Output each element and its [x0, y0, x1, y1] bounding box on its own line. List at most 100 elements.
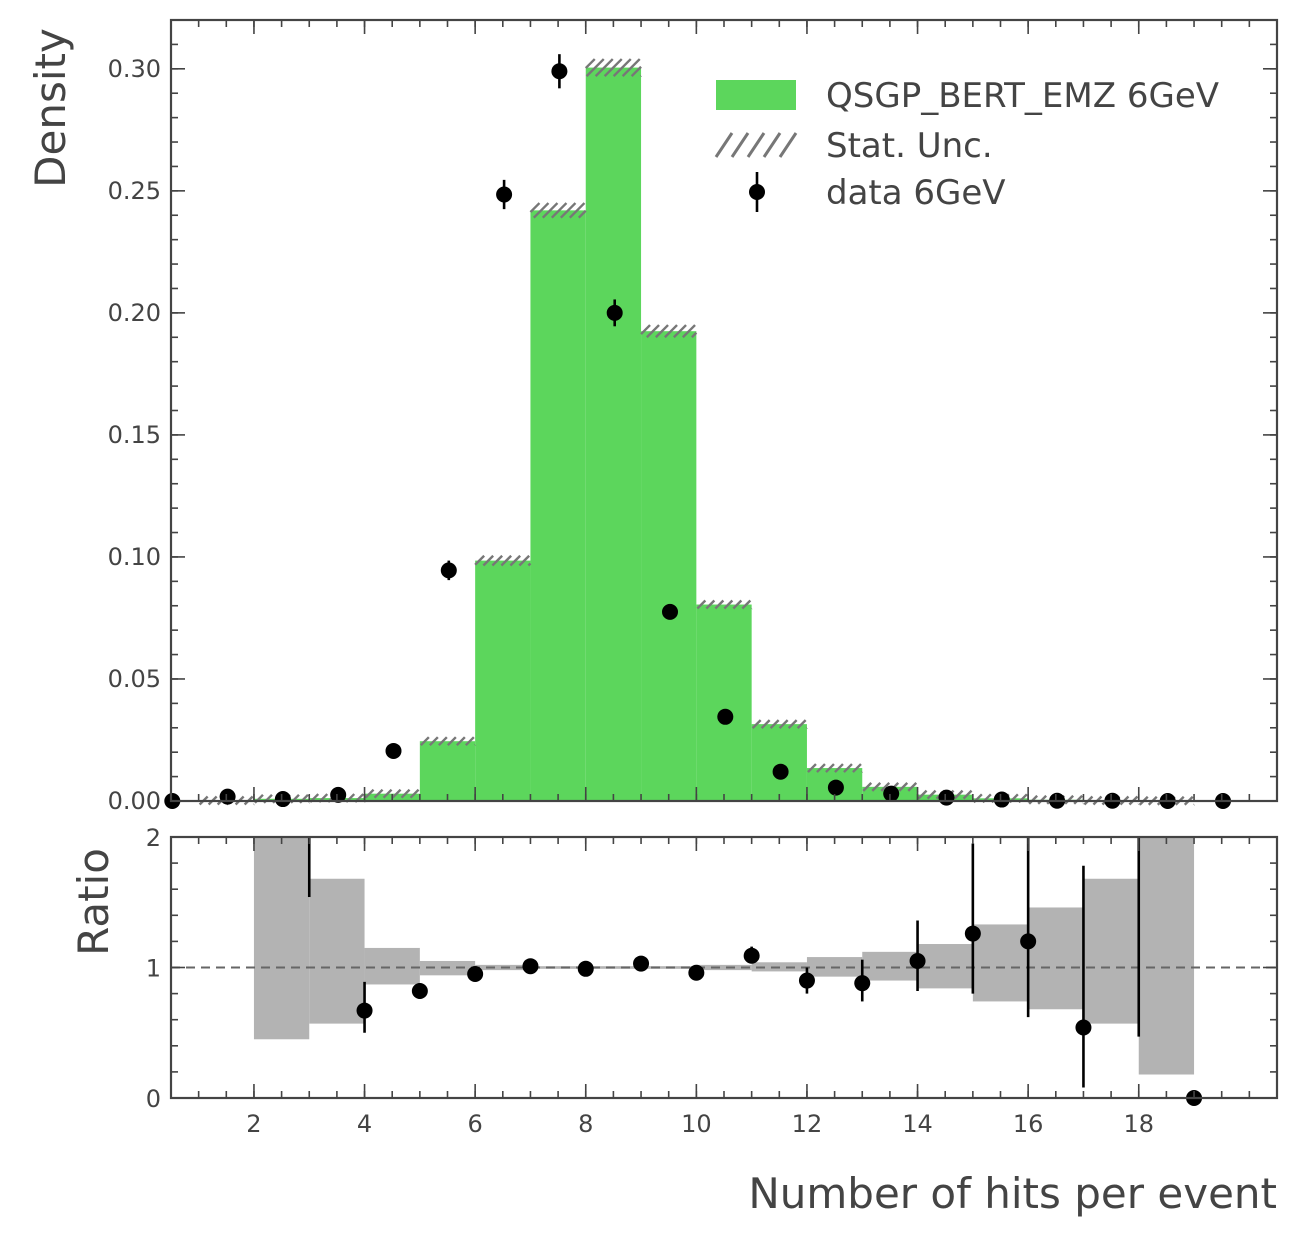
hatch-line — [541, 202, 559, 219]
stat-unc-hatch — [529, 202, 587, 219]
y-tick-label: 0.30 — [108, 55, 161, 83]
hatch-line — [447, 736, 457, 747]
stat-unc-hatch — [474, 554, 532, 567]
ratio-y-tick-label: 2 — [146, 824, 161, 852]
hatch-line — [474, 554, 485, 566]
hatch-line — [843, 763, 853, 773]
hatch-line — [654, 324, 669, 339]
hatch-line — [420, 736, 430, 747]
data-point — [551, 63, 568, 80]
main-axes-frame — [169, 18, 1279, 803]
x-tick-label: 2 — [246, 1110, 261, 1138]
ratio-point — [688, 964, 705, 981]
hatch-line — [400, 788, 411, 799]
hatch-line — [962, 789, 973, 800]
hatch-line — [382, 788, 393, 799]
ratio-point — [854, 975, 871, 992]
hatch-line — [491, 554, 503, 567]
x-tick-label: 18 — [1123, 1110, 1154, 1138]
hatch-line — [917, 789, 928, 800]
hatch-line — [532, 202, 550, 219]
ratio-band-bin — [253, 837, 310, 1040]
hatch-line — [438, 736, 448, 747]
data-point — [938, 789, 955, 806]
ratio-point — [1020, 933, 1037, 950]
hatch-line — [364, 788, 375, 799]
hatch-line — [391, 788, 402, 799]
data-point — [662, 603, 678, 620]
y-tick-label: 0.15 — [108, 421, 161, 449]
hatch-line — [645, 324, 660, 339]
hatch-line — [807, 763, 817, 773]
sim-bar — [585, 67, 642, 802]
legend-hatch-swatch — [714, 132, 798, 158]
ratio-band-bin — [696, 964, 752, 971]
ratio-point — [633, 955, 650, 972]
ratio-point — [743, 947, 760, 964]
ratio-axes-frame — [169, 835, 1279, 1100]
y-tick-label: 0.00 — [108, 787, 161, 815]
hatch-line — [482, 554, 494, 567]
hatch-line — [953, 789, 964, 800]
hatch-line — [518, 554, 530, 567]
x-axis-label: Number of hits per event — [748, 1169, 1277, 1218]
x-tick-label: 8 — [578, 1110, 593, 1138]
hatch-line — [630, 65, 642, 77]
simulation-histogram — [198, 67, 1195, 802]
data-point — [496, 186, 513, 203]
data-point — [385, 742, 402, 759]
hatch-line — [880, 781, 891, 792]
data-point — [883, 785, 900, 802]
ratio-point — [356, 1002, 373, 1019]
y-tick-label: 0.20 — [108, 299, 161, 327]
hatch-line — [816, 763, 826, 773]
hatch-line — [723, 599, 734, 610]
ratio-y-tick-label: 0 — [146, 1085, 161, 1113]
hatch-line — [926, 789, 937, 800]
hatch-line — [612, 58, 632, 77]
hatch-line — [594, 58, 614, 77]
data-point — [606, 304, 623, 321]
ratio-band-bin — [530, 966, 586, 969]
hatch-line — [527, 562, 532, 567]
data-point — [330, 786, 347, 803]
ratio-y-axis-label: Ratio — [69, 848, 118, 956]
ratio-point — [411, 982, 428, 999]
stat-unc-hatch — [584, 58, 642, 77]
main-panel: 0.00 0.05 0.10 0.15 0.20 0.25 0.30 Density QSG… — [26, 18, 1279, 815]
hatch-line — [681, 324, 696, 339]
hatch-line — [663, 324, 678, 339]
sim-bar — [696, 604, 752, 801]
hatch-line — [603, 58, 623, 77]
hatch-line — [741, 599, 752, 610]
hatch-line — [751, 719, 762, 729]
hatch-line — [705, 599, 716, 610]
hatch-line — [714, 599, 725, 610]
ratio-band-bin — [1028, 907, 1084, 1010]
legend-data-marker — [749, 184, 765, 200]
legend-unc-label: Stat. Unc. — [826, 126, 993, 166]
hatch-line — [760, 719, 771, 729]
hatch-line — [871, 781, 882, 792]
hatch-line — [907, 781, 918, 792]
hatch-line — [862, 781, 873, 792]
ratio-y-tick-label: 1 — [146, 955, 161, 983]
ratio-band-bin — [309, 878, 365, 1024]
legend: QSGP_BERT_EMZ 6GeV Stat. Unc. data 6GeV — [714, 76, 1219, 213]
hatch-line — [852, 763, 862, 773]
hatch-line — [1037, 794, 1047, 805]
ratio-band-bin — [364, 947, 420, 985]
data-point — [274, 791, 291, 808]
ratio-point — [909, 952, 926, 969]
hatch-line — [509, 554, 521, 567]
ratio-band-bin — [972, 924, 1029, 1002]
hatch-line — [898, 781, 909, 792]
stat-unc-hatch — [364, 788, 421, 799]
y-tick-label: 0.05 — [108, 665, 161, 693]
hatch-line — [568, 202, 586, 219]
hatch-line — [550, 202, 568, 219]
hatch-line — [1064, 794, 1074, 805]
